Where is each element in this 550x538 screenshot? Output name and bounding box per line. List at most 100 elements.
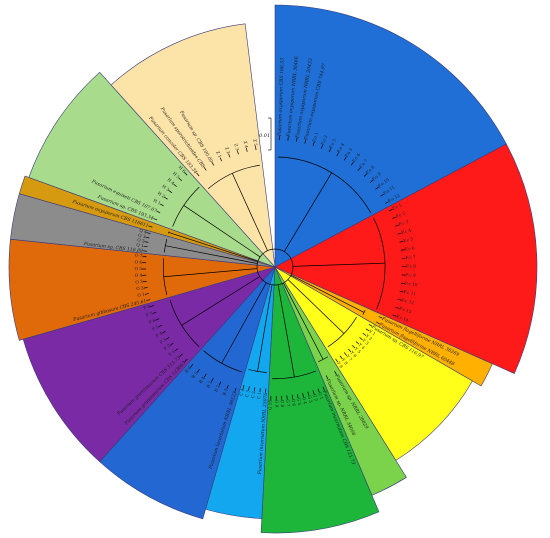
- clade-stem-gray: [165, 245, 258, 264]
- leaf-label: Y 3: [361, 337, 370, 346]
- leaf-label: F.c 9: [406, 272, 417, 278]
- leaf-branch: [302, 392, 304, 397]
- leaf-branch: [334, 371, 337, 375]
- leaf-label: F.c 14: [396, 314, 410, 324]
- leaf-label: F.c 12: [401, 297, 415, 305]
- leaf-label: C 1: [256, 391, 262, 399]
- leaf-branch: [179, 353, 183, 357]
- leaf-branch: [296, 137, 298, 142]
- clade-sector-beige: [110, 23, 276, 268]
- leaf-label: F.o 2: [320, 134, 328, 146]
- leaf-branch: [317, 388, 320, 393]
- clade-stem-purple: [181, 276, 260, 326]
- leaf-branch: [153, 218, 158, 221]
- leaf-label: H 4: [166, 177, 175, 186]
- leaf-branch: [335, 358, 339, 363]
- leaf-branch: [156, 210, 161, 214]
- leaf-label: Z 1: [215, 150, 223, 159]
- leaf-label: B 4: [198, 375, 206, 384]
- leaf-branch: [143, 245, 148, 248]
- leaf-label: H 5: [172, 171, 181, 180]
- clade-sector-yellow: [274, 266, 473, 461]
- leaf-branch: [218, 381, 222, 386]
- leaf-branch: [159, 203, 164, 207]
- clade-stem-lightgreen: [283, 282, 324, 360]
- leaf-branch: [161, 330, 166, 334]
- clade-stem-beige: [232, 173, 268, 251]
- scale-bar-label: 0.01: [259, 133, 270, 139]
- clade-sector-red: [274, 143, 538, 374]
- leaf-branch: [203, 166, 207, 171]
- leaf-branch: [357, 167, 361, 171]
- clade-stem-blue-top: [283, 172, 332, 252]
- leaf-label: F.o 9: [371, 171, 382, 182]
- clade-stem-goldthin: [168, 232, 258, 262]
- leaf-label: G 6: [291, 398, 297, 406]
- leaf-branch: [343, 352, 348, 356]
- leaf-branch: [184, 358, 188, 363]
- leaf-label: F.c 8: [406, 264, 416, 269]
- scale-bar: 0.01: [259, 117, 272, 151]
- leaf-label: Q 1: [136, 242, 144, 248]
- leaf-label: Q 2: [137, 237, 146, 243]
- leaf-label: P 6: [148, 317, 157, 324]
- leaf-label: O 5: [135, 266, 143, 271]
- leaf-branch: [312, 390, 315, 395]
- leaf-label: F.c 3: [398, 219, 409, 227]
- leaf-branch: [297, 393, 299, 399]
- leaf-branch: [339, 355, 343, 360]
- leaf-branch: [245, 147, 248, 152]
- leaf-branch: [148, 225, 153, 228]
- leaf-label: P 8: [143, 304, 151, 311]
- leaf-branch: [400, 249, 405, 251]
- clade-stem-yellow: [287, 279, 345, 334]
- leaf-label: F.c 2: [395, 210, 406, 219]
- leaf-label: O 7: [135, 253, 143, 259]
- leaf-branch: [236, 150, 239, 155]
- leaf-label: F.o 8: [365, 164, 376, 175]
- clade-branch-arc-palegreen: [172, 186, 200, 227]
- clade-stem-orange-thin: [290, 274, 365, 313]
- leaf-branch: [226, 384, 229, 389]
- leaf-branch: [242, 384, 245, 389]
- leaf-branch: [228, 153, 231, 158]
- leaf-label: F.c 1: [391, 202, 402, 211]
- leaf-label: F.o 7: [358, 158, 369, 169]
- leaf-label: G 9: [274, 400, 279, 408]
- leaf-branch: [168, 190, 173, 194]
- leaf-branch: [343, 156, 347, 161]
- clade-sector-purple: [22, 266, 276, 463]
- clade-branch-arc-green: [272, 370, 317, 380]
- leaf-label: P 7: [145, 311, 153, 318]
- leaf-label: Y 9: [336, 360, 345, 370]
- leaf-branch: [359, 337, 363, 341]
- leaf-branch: [234, 387, 237, 392]
- clade-stem-blue-bottom: [221, 282, 267, 364]
- leaf-branch: [164, 196, 168, 200]
- leaf-label: Q 4: [139, 228, 148, 235]
- leaf-branch: [392, 216, 397, 219]
- leaf-label: G 7: [285, 399, 291, 407]
- clade-stem-green: [277, 284, 295, 378]
- leaf-label: B 6: [184, 365, 193, 374]
- leaf-branch: [336, 152, 339, 157]
- clade-sectors: [8, 4, 538, 534]
- leaf-branch: [169, 342, 174, 346]
- clade-sector-palegreen: [28, 71, 276, 268]
- leaf-branch: [152, 311, 157, 314]
- clade-sector-orange-thin: [274, 266, 493, 387]
- leaf-branch: [395, 224, 400, 227]
- leaf-label: F.o 6: [351, 152, 361, 163]
- leaf-branch: [248, 386, 250, 391]
- leaf-branch: [291, 394, 294, 399]
- leaf-branch: [211, 161, 215, 166]
- leaf-label: G 3: [307, 395, 314, 404]
- leaf-branch: [397, 298, 402, 301]
- leaf-branch: [375, 186, 379, 190]
- leaf-label: O 3: [135, 279, 143, 285]
- leaf-label: O 2: [136, 285, 144, 291]
- leaf-branch: [375, 321, 380, 325]
- leaf-branch: [255, 146, 257, 151]
- leaf-label: Z 3: [233, 143, 240, 151]
